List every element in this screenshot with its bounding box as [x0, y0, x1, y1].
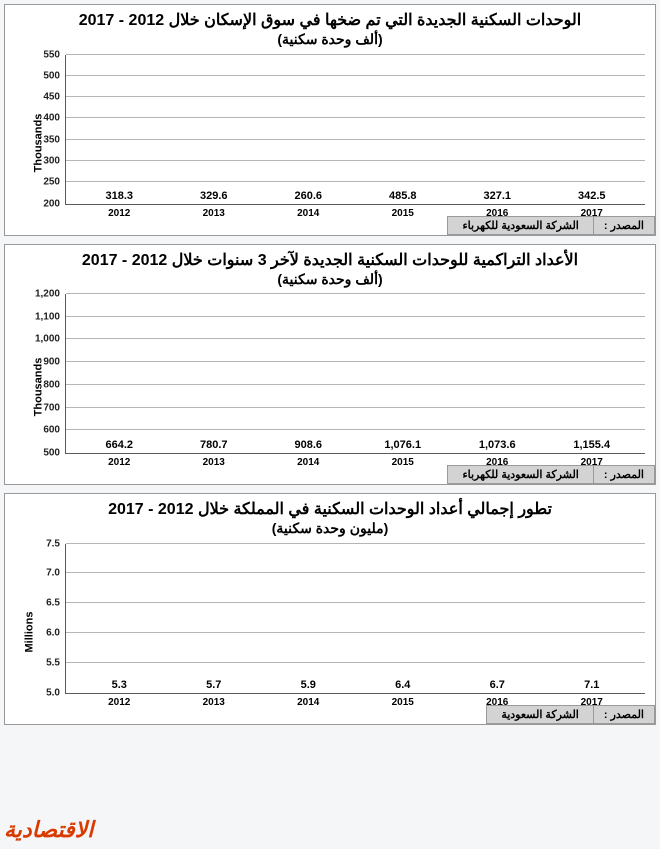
chart-title-line2: (ألف وحدة سكنية): [15, 271, 645, 289]
y-tick: 500: [43, 70, 66, 81]
bar-value-label: 342.5: [578, 190, 606, 202]
bar-value-label: 318.3: [105, 190, 133, 202]
y-tick: 200: [43, 198, 66, 209]
bar-value-label: 327.1: [483, 190, 511, 202]
y-tick: 350: [43, 134, 66, 145]
source-label: المصدر :: [593, 465, 655, 484]
chart-title: الأعداد التراكمية للوحدات السكنية الجديد…: [5, 245, 655, 291]
x-tick: 2012: [72, 208, 167, 219]
chart-area: Thousands5006007008009001,0001,1001,2006…: [5, 290, 655, 484]
chart-area: Millions 5.0 5.5 6.0 6.5 7.0 7.5 5.3 5.7 5.9 6.4 6.…: [5, 540, 655, 724]
y-tick: 300: [43, 155, 66, 166]
y-tick: 7.0: [46, 568, 66, 579]
x-tick: 2015: [356, 457, 451, 468]
y-tick: 700: [43, 402, 66, 413]
y-tick: 550: [43, 49, 66, 60]
y-tick: 1,000: [35, 334, 66, 345]
x-tick: 2015: [356, 208, 451, 219]
source-value: الشركة السعودية للكهرباء: [447, 465, 592, 484]
y-tick: 6.0: [46, 627, 66, 638]
x-tick: 2015: [356, 697, 451, 708]
x-tick: 2014: [261, 208, 356, 219]
x-tick: 2012: [72, 697, 167, 708]
y-tick: 1,100: [35, 311, 66, 322]
bar-value-label: 329.6: [200, 190, 228, 202]
watermark: الاقتصادية: [4, 817, 93, 843]
chart-title-line1: الأعداد التراكمية للوحدات السكنية الجديد…: [15, 251, 645, 271]
source-value: الشركة السعودية للكهرباء: [447, 216, 592, 235]
bars-container: 5.3 5.7 5.9 6.4 6.7 7.1: [66, 544, 645, 693]
chart-panel: الأعداد التراكمية للوحدات السكنية الجديد…: [4, 244, 656, 486]
bar-value-label: 5.3: [112, 679, 127, 691]
x-tick: 2014: [261, 697, 356, 708]
chart-area: Thousands200250300350400450500550318.332…: [5, 51, 655, 235]
bar-value-label: 6.4: [395, 679, 410, 691]
y-tick: 1,200: [35, 289, 66, 300]
chart-title: الوحدات السكنية الجديدة التي تم ضخها في …: [5, 5, 655, 51]
y-tick: 5.5: [46, 657, 66, 668]
x-tick: 2013: [167, 457, 262, 468]
bar-value-label: 6.7: [490, 679, 505, 691]
chart-panel: الوحدات السكنية الجديدة التي تم ضخها في …: [4, 4, 656, 236]
bars-container: 318.3 329.6 260.6 485.8 327.1 342.5: [66, 55, 645, 204]
bar-value-label: 5.7: [206, 679, 221, 691]
chart-title-line1: الوحدات السكنية الجديدة التي تم ضخها في …: [15, 11, 645, 31]
y-tick: 5.0: [46, 687, 66, 698]
source-value: الشركة السعودية: [486, 705, 593, 724]
y-tick: 800: [43, 379, 66, 390]
x-tick: 2012: [72, 457, 167, 468]
plot-area: 200250300350400450500550318.3329.6260.64…: [65, 55, 645, 205]
plot-area: 5006007008009001,0001,1001,200664.2780.7…: [65, 294, 645, 454]
x-tick: 2014: [261, 457, 356, 468]
bar-value-label: 780.7: [200, 439, 228, 451]
bar-value-label: 5.9: [301, 679, 316, 691]
y-tick: 400: [43, 113, 66, 124]
source-label: المصدر :: [593, 705, 655, 724]
source-label: المصدر :: [593, 216, 655, 235]
y-tick: 500: [43, 448, 66, 459]
bars-container: 664.2 780.7 908.6 1,076.1 1,073.6 1,155.4: [66, 294, 645, 453]
y-tick: 6.5: [46, 598, 66, 609]
y-tick: 450: [43, 92, 66, 103]
chart-title-line2: (ألف وحدة سكنية): [15, 31, 645, 49]
y-tick: 600: [43, 425, 66, 436]
x-tick: 2013: [167, 208, 262, 219]
source-bar: المصدر :الشركة السعودية: [486, 705, 655, 724]
bar-value-label: 1,073.6: [479, 439, 516, 451]
bar-value-label: 908.6: [294, 439, 322, 451]
bar-value-label: 664.2: [105, 439, 133, 451]
y-tick: 900: [43, 357, 66, 368]
source-bar: المصدر :الشركة السعودية للكهرباء: [447, 216, 655, 235]
chart-title: تطور إجمالي أعداد الوحدات السكنية في الم…: [5, 494, 655, 540]
y-tick: 250: [43, 177, 66, 188]
chart-panel: تطور إجمالي أعداد الوحدات السكنية في الم…: [4, 493, 656, 725]
x-tick: 2013: [167, 697, 262, 708]
y-tick: 7.5: [46, 538, 66, 549]
bar-value-label: 485.8: [389, 190, 417, 202]
source-bar: المصدر :الشركة السعودية للكهرباء: [447, 465, 655, 484]
chart-title-line2: (مليون وحدة سكنية): [15, 520, 645, 538]
y-axis-label: Millions: [23, 611, 35, 652]
bar-value-label: 7.1: [584, 679, 599, 691]
bar-value-label: 1,155.4: [573, 439, 610, 451]
bar-value-label: 1,076.1: [384, 439, 421, 451]
chart-title-line1: تطور إجمالي أعداد الوحدات السكنية في الم…: [15, 500, 645, 520]
plot-area: 5.05.56.06.57.07.55.35.75.96.46.77.12012…: [65, 544, 645, 694]
bar-value-label: 260.6: [294, 190, 322, 202]
